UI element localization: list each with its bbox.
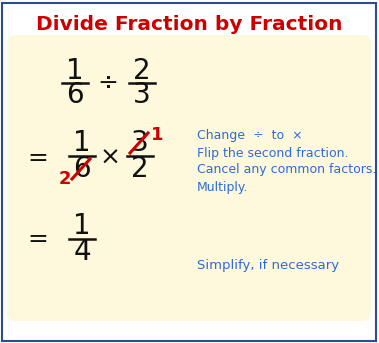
Text: 1: 1 bbox=[73, 129, 91, 157]
Text: 2: 2 bbox=[133, 57, 151, 85]
Text: ÷: ÷ bbox=[97, 71, 118, 95]
Text: Divide Fraction by Fraction: Divide Fraction by Fraction bbox=[36, 15, 342, 35]
Text: 3: 3 bbox=[133, 81, 151, 109]
FancyBboxPatch shape bbox=[2, 3, 376, 341]
Text: 1: 1 bbox=[66, 57, 84, 85]
Text: 3: 3 bbox=[131, 129, 149, 157]
Text: Change  ÷  to  ×: Change ÷ to × bbox=[197, 130, 302, 142]
Text: 2: 2 bbox=[131, 155, 149, 183]
Text: 2: 2 bbox=[59, 170, 71, 188]
Text: 6: 6 bbox=[73, 155, 91, 183]
Text: Flip the second fraction.: Flip the second fraction. bbox=[197, 146, 349, 159]
Text: ×: × bbox=[100, 146, 121, 170]
Text: Multiply.: Multiply. bbox=[197, 180, 249, 193]
Text: 1: 1 bbox=[151, 126, 163, 144]
Text: 4: 4 bbox=[73, 238, 91, 266]
Text: =: = bbox=[28, 227, 49, 251]
Text: 1: 1 bbox=[73, 212, 91, 240]
FancyBboxPatch shape bbox=[7, 35, 371, 321]
Text: =: = bbox=[28, 146, 49, 170]
Text: 6: 6 bbox=[66, 81, 84, 109]
Text: Cancel any common factors.: Cancel any common factors. bbox=[197, 164, 376, 177]
Text: Simplify, if necessary: Simplify, if necessary bbox=[197, 259, 339, 272]
